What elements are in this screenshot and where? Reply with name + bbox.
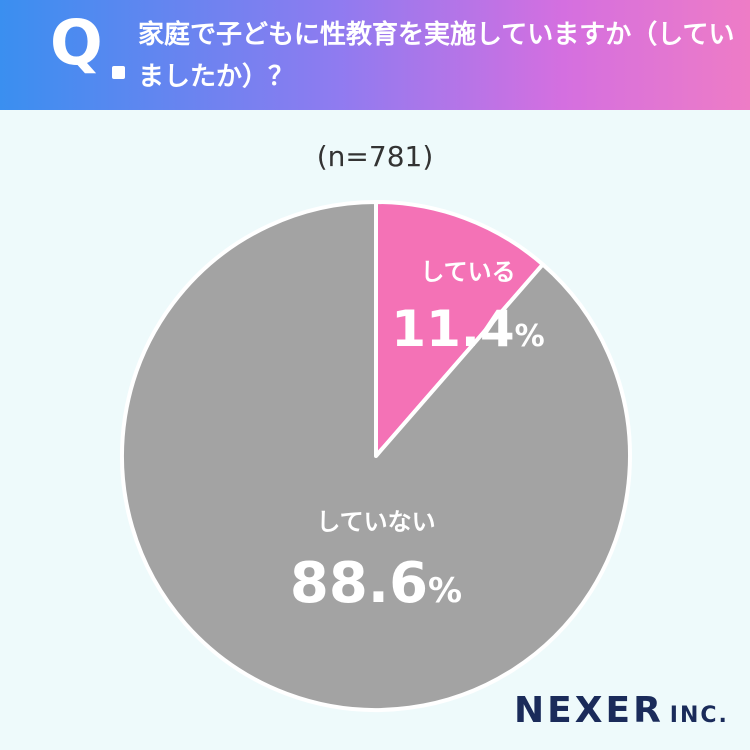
slice-value-doing: 11.4% [391,300,544,358]
slice-label-doing: している [420,258,515,286]
brand-suffix: INC. [669,703,729,728]
brand-name: NEXER [514,690,664,731]
pie-labels: している 11.4% していない 88.6% [290,258,545,616]
slice-value-not-doing: 88.6% [290,551,462,616]
question-header: Q 家庭で子どもに性教育を実施していますか（していましたか）？ [0,0,750,110]
pie-slice-not-doing [120,200,632,712]
q-mark: Q [50,6,103,79]
question-text: 家庭で子どもに性教育を実施していますか（していましたか）？ [138,20,735,92]
pie-slice-doing [374,200,545,458]
slice-label-not-doing: していない [316,508,435,536]
pie-slices [120,200,632,712]
brand-logo: NEXER INC. [514,690,729,731]
sample-size: (n=781) [316,140,434,173]
q-dot [112,66,125,79]
